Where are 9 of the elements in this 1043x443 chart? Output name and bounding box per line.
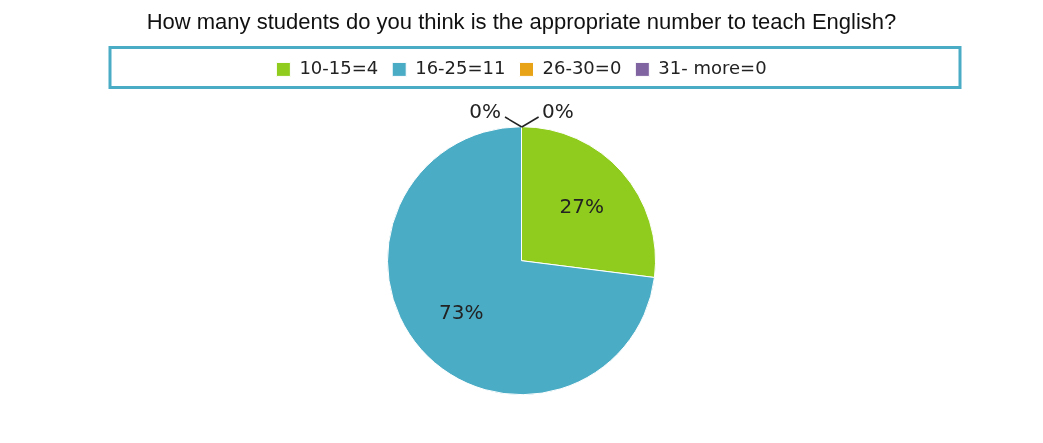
legend-label: 26-30=0 [542,57,622,79]
data-label: 27% [559,193,605,218]
chart-title: How many students do you think is the appropriate number to teach English? [146,9,897,35]
text: 0% [542,98,574,123]
text: 0% [469,98,501,123]
legend-label: 10-15=4 [299,57,379,79]
legend-label: 16-25=11 [415,57,506,79]
legend-label: 31- more=0 [658,57,767,79]
data-label: 73% [438,300,484,325]
